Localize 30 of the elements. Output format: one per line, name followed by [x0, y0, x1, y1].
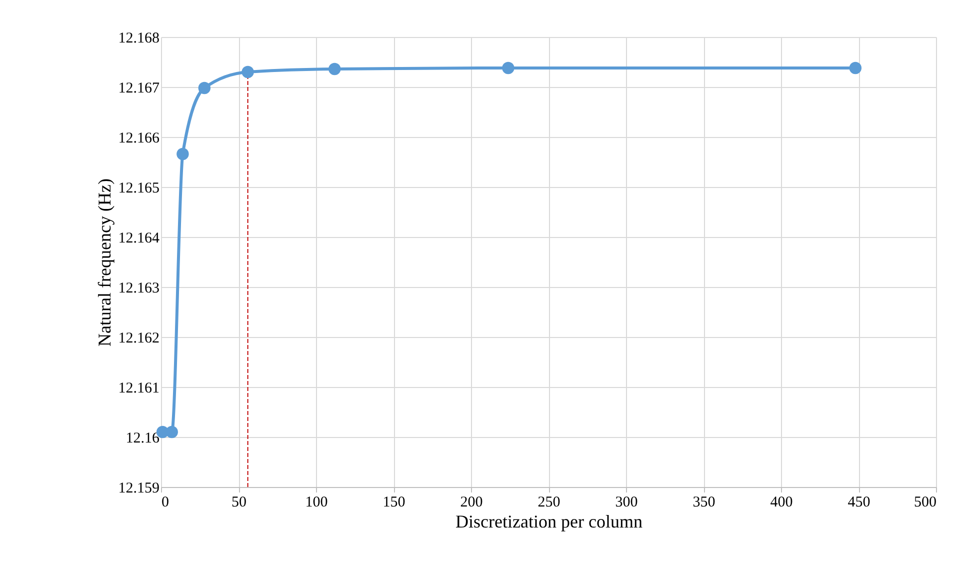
x-tick-label: 500 — [914, 494, 936, 510]
x-tick-label: 200 — [460, 494, 483, 510]
x-tick-label: 50 — [232, 494, 246, 510]
point — [242, 66, 254, 78]
y-tick-label: 12.167 — [118, 80, 160, 96]
x-tick-label: 400 — [770, 494, 793, 510]
y-tick-label: 12.165 — [118, 180, 160, 196]
y-tick-label: 12.16 — [126, 430, 160, 446]
point — [849, 62, 862, 74]
y-tick-label: 12.168 — [118, 30, 160, 46]
point — [328, 62, 341, 76]
x-tick-label: 100 — [305, 494, 328, 510]
x-tick-label: 150 — [382, 494, 406, 510]
point — [198, 82, 211, 94]
y-tick-label: 12.166 — [118, 130, 160, 146]
y-axis-title: Natural frequency (Hz) — [94, 178, 114, 346]
point — [502, 62, 514, 74]
x-tick-label: 450 — [848, 494, 870, 510]
x-tick-label: 350 — [692, 494, 716, 510]
x-tick-label: 250 — [538, 494, 560, 510]
y-tick-label: 12.163 — [118, 280, 160, 296]
y-tick-label: 12.162 — [118, 330, 160, 346]
x-tick-label: 0 — [162, 494, 169, 510]
point — [176, 148, 189, 160]
y-tick-label: 12.164 — [118, 230, 160, 246]
x-tick-label: 300 — [615, 494, 638, 510]
y-tick-label: 12.159 — [118, 480, 160, 496]
x-axis-title: Discretization per column — [456, 512, 642, 532]
y-tick-label: 12.161 — [118, 380, 160, 396]
point — [166, 426, 178, 438]
